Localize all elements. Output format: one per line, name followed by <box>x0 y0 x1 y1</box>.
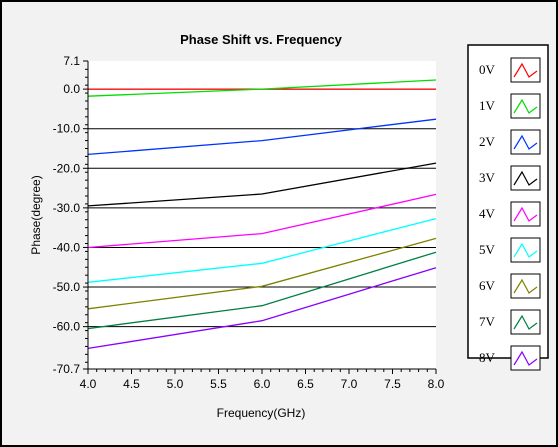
y-axis-label: Phase(degree) <box>29 175 43 254</box>
legend-swatch-line <box>513 98 538 114</box>
series-line-2V <box>87 118 437 156</box>
legend-swatch-1V <box>510 93 541 119</box>
x-tick-label: 5.0 <box>167 377 184 391</box>
legend-swatch-line <box>513 206 538 222</box>
x-tick-label: 4.0 <box>80 377 97 391</box>
legend-label-2V: 2V <box>479 134 496 149</box>
legend-label-3V: 3V <box>479 170 496 185</box>
y-tick-label: -70.7 <box>53 362 81 376</box>
legend: 0V 1V 2V 3V 4V 5V 6V 7V 8V <box>479 57 541 371</box>
legend-swatch-8V <box>510 345 541 371</box>
legend-swatch-line <box>513 62 538 78</box>
x-tick-label: 5.5 <box>210 377 227 391</box>
legend-swatch-3V <box>510 165 541 191</box>
chart-title: Phase Shift vs. Frequency <box>180 32 343 47</box>
y-ticks: 7.1 0.0 -10.0 -20.0 -30.0 -40.0 -50.0 -60.0 -70.… <box>53 54 88 376</box>
series-lines <box>87 79 437 350</box>
legend-label-0V: 0V <box>479 62 496 77</box>
legend-label-4V: 4V <box>479 206 496 221</box>
x-axis-label: Frequency(GHz) <box>217 406 306 420</box>
x-tick-label: 8.0 <box>428 377 445 391</box>
y-tick-label: 7.1 <box>63 54 80 68</box>
x-tick-label: 7.5 <box>384 377 401 391</box>
y-tick-label: -50.0 <box>53 280 81 294</box>
legend-label-5V: 5V <box>479 242 496 257</box>
legend-label-7V: 7V <box>479 314 496 329</box>
x-ticks: 4.0 4.5 5.0 5.5 6.0 6.5 7.0 7.5 8.0 <box>80 369 445 391</box>
y-tick-label: -30.0 <box>53 201 81 215</box>
legend-swatch-box <box>510 273 541 299</box>
legend-swatch-0V <box>510 57 541 83</box>
x-tick-label: 6.0 <box>254 377 271 391</box>
y-tick-label: 0.0 <box>63 82 80 96</box>
legend-swatch-line <box>513 314 538 330</box>
x-tick-label: 4.5 <box>123 377 140 391</box>
legend-swatch-line <box>513 350 538 366</box>
series-line-6V <box>87 237 437 310</box>
legend-swatch-line <box>513 242 538 258</box>
legend-swatch-2V <box>510 129 541 155</box>
legend-label-1V: 1V <box>479 98 496 113</box>
y-tick-label: -10.0 <box>53 122 81 136</box>
grid <box>88 88 436 328</box>
legend-swatch-line <box>513 134 538 150</box>
legend-swatch-7V <box>510 309 541 335</box>
plot-area <box>88 61 436 369</box>
legend-swatch-6V <box>510 273 541 299</box>
series-line-4V <box>87 193 437 249</box>
series-line-7V <box>87 251 437 330</box>
legend-swatch-line <box>513 278 538 294</box>
x-tick-label: 7.0 <box>341 377 358 391</box>
y-tick-label: -60.0 <box>53 320 81 334</box>
y-tick-label: -20.0 <box>53 161 81 175</box>
series-line-1V <box>87 79 437 97</box>
legend-swatch-line <box>513 170 538 186</box>
series-line-8V <box>87 267 437 350</box>
x-tick-label: 6.5 <box>297 377 314 391</box>
legend-label-6V: 6V <box>479 278 496 293</box>
y-tick-label: -40.0 <box>53 240 81 254</box>
series-line-5V <box>87 217 437 283</box>
legend-label-8V: 8V <box>479 350 496 365</box>
legend-swatch-5V <box>510 237 541 263</box>
series-line-3V <box>87 162 437 207</box>
legend-swatch-4V <box>510 201 541 227</box>
